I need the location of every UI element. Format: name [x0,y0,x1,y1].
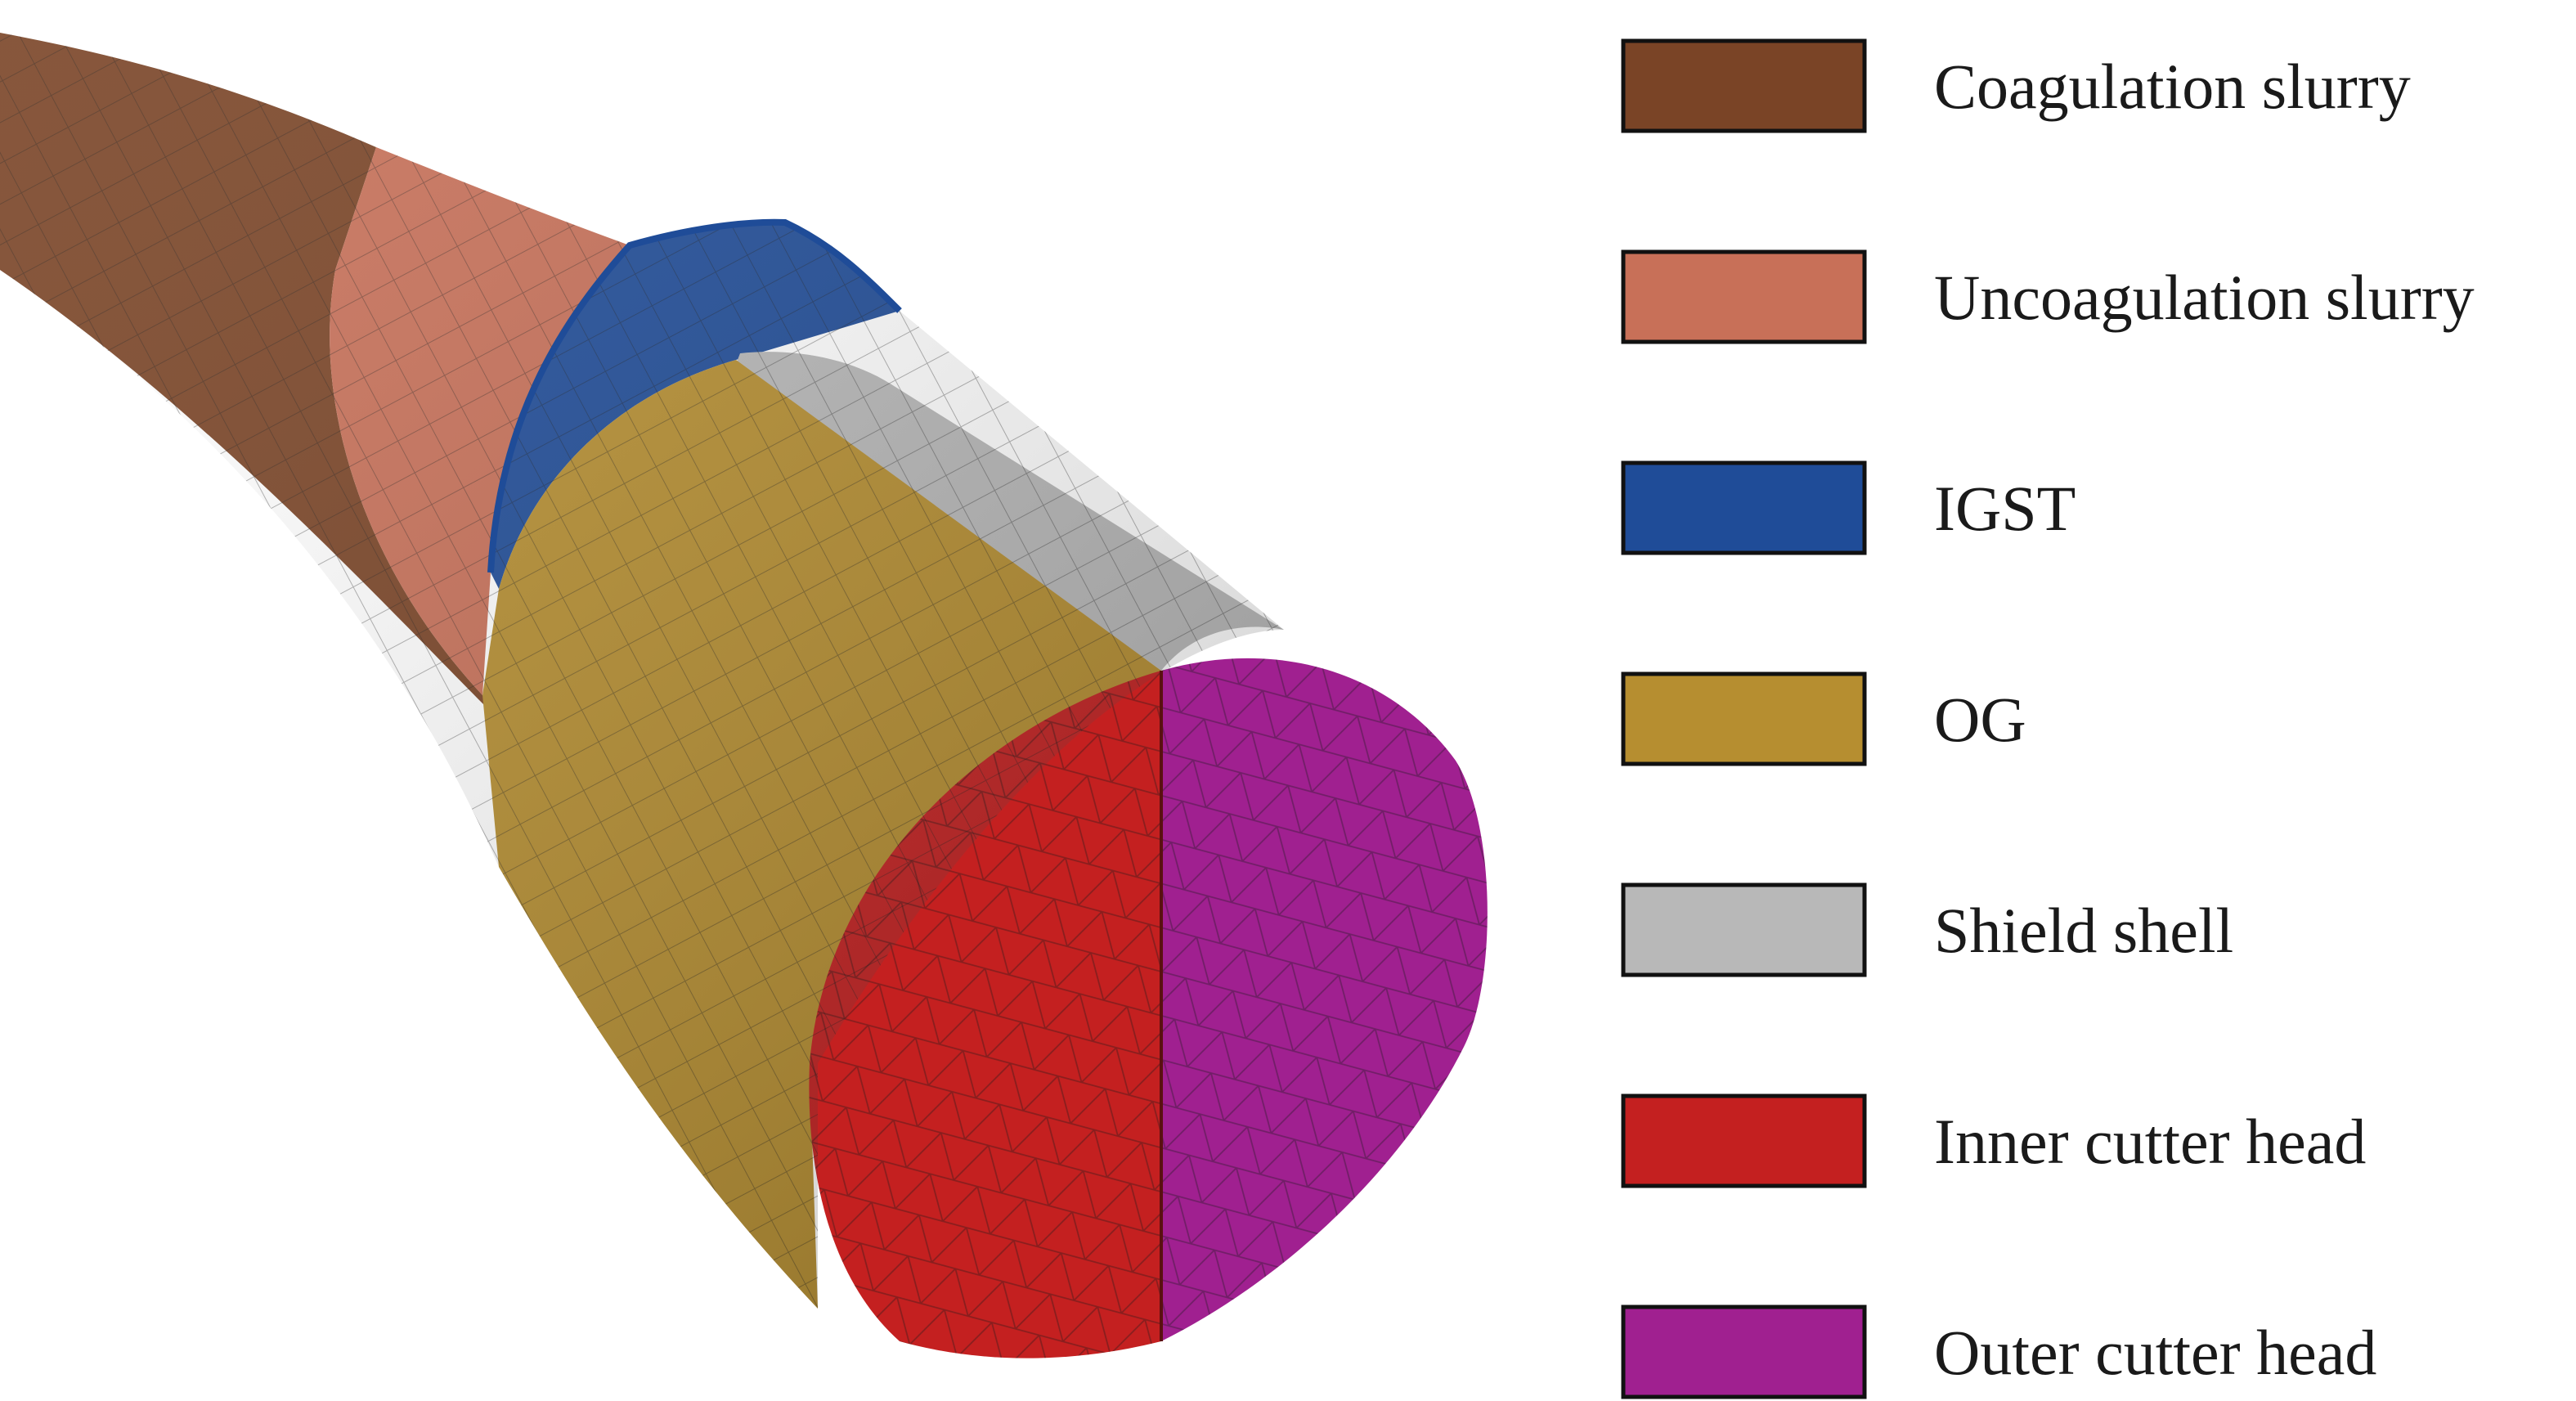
legend-swatch [1621,38,1867,133]
igst-ring-edge [487,218,902,573]
tunnel-mesh-model [0,33,1488,1358]
legend-swatch [1621,671,1867,766]
tube-mesh-overlay [0,33,1284,1309]
legend-label: Inner cutter head [1934,1106,2366,1177]
legend-label: Outer cutter head [1934,1317,2376,1388]
cutter-face-mesh-overlay [809,658,1488,1358]
legend: Coagulation slurry Uncoagulation slurry IG… [1621,38,2475,1399]
legend-label: IGST [1934,473,2076,544]
legend-swatch [1621,460,1867,555]
legend-swatch [1621,1093,1867,1188]
legend-label: Uncoagulation slurry [1934,262,2475,333]
legend-swatch [1621,249,1867,344]
legend-label: Coagulation slurry [1934,51,2411,122]
legend-label: Shield shell [1934,895,2233,966]
legend-label: OG [1934,684,2026,755]
legend-swatch [1621,1304,1867,1399]
legend-swatch [1621,882,1867,977]
